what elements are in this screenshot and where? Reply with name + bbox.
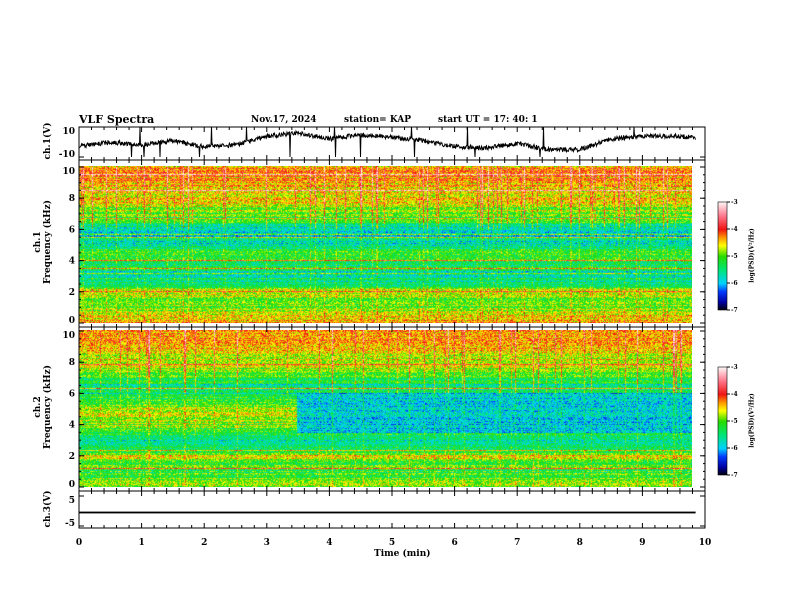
colorbar1-tick-label: -7 [731,307,738,314]
ch3-ylabel: ch.3(V) [43,490,53,528]
ch2-spec-frame [78,326,706,492]
x-tick-label: 4 [326,538,332,548]
x-tick-label: 9 [639,538,645,548]
ch1-spec-ytick-label: 8 [69,194,75,204]
ch3-ytick-label: -5 [65,519,75,529]
ch3-frame [78,490,706,529]
ch1-ylabel: ch.1(V) [43,122,53,160]
ch1-spec-ytick-label: 0 [69,316,75,326]
ch2-spec-ytick-label: 2 [69,452,75,462]
ch1-ytick-label: 10 [62,127,75,137]
colorbar2-tick-label: -7 [731,472,738,479]
x-tick-label: 3 [264,538,270,548]
x-tick-label: 2 [201,538,207,548]
ch2-spec-ytick-label: 10 [62,331,75,341]
ch1-spec-frame [78,159,706,328]
colorbar2-frame [717,366,728,476]
ch1-trace [78,126,696,158]
colorbar1-tick-label: -6 [731,280,738,287]
ch3-trace [79,511,696,514]
station-label: station= KAP [344,115,412,125]
colorbar2-tick-label: -3 [731,364,738,371]
ch2-colorbar [718,367,727,475]
ch1-spectrogram [79,166,692,323]
ch3-ytick-label: 5 [69,496,75,506]
x-tick-label: 0 [76,538,82,548]
colorbar2-tick-label: -4 [731,391,738,398]
x-tick-label: 10 [699,538,712,548]
ch1-freq-ylabel: ch.1 Frequency (kHz) [33,182,53,302]
freq-label: Frequency (kHz) [43,200,53,285]
colorbar1-tick-label: -3 [731,199,738,206]
x-tick-label: 7 [514,538,520,548]
colorbar1-frame [717,201,728,311]
x-axis-label: Time (min) [374,549,431,559]
colorbar1-tick-label: -5 [731,253,738,260]
x-tick-label: 8 [577,538,583,548]
ch1-ytick-label: -10 [59,150,75,160]
colorbar2-label: log(PSD)(V²/Hz) [748,393,756,448]
ch2-spec-ytick-label: 0 [69,480,75,490]
ch1-spec-ytick-label: 2 [69,288,75,298]
x-tick-label: 5 [389,538,395,548]
x-tick-label: 6 [451,538,457,548]
ch2-spectrogram [79,330,692,487]
ch2-label: ch.2 [33,396,43,418]
date-label: Nov.17, 2024 [251,115,317,125]
ch2-freq-ylabel: ch.2 Frequency (kHz) [33,347,53,467]
ch1-spec-ytick-label: 10 [62,167,75,177]
ch1-colorbar [718,202,727,310]
colorbar1-tick-label: -4 [731,226,738,233]
colorbar2-tick-label: -5 [731,418,738,425]
freq-label: Frequency (kHz) [43,365,53,450]
ch2-spec-ytick-label: 4 [69,421,75,431]
ch1-spec-ytick-label: 6 [69,225,75,235]
start-ut-label: start UT = 17: 40: 1 [438,115,538,125]
ch1-label: ch.1 [33,231,43,253]
ch1-spec-ytick-label: 4 [69,257,75,267]
colorbar1-label: log(PSD)(V²/Hz) [748,228,756,283]
ch2-spec-ytick-label: 8 [69,358,75,368]
figure-title: VLF Spectra [79,113,155,126]
x-tick-label: 1 [138,538,144,548]
colorbar2-tick-label: -6 [731,445,738,452]
ch2-spec-ytick-label: 6 [69,389,75,399]
